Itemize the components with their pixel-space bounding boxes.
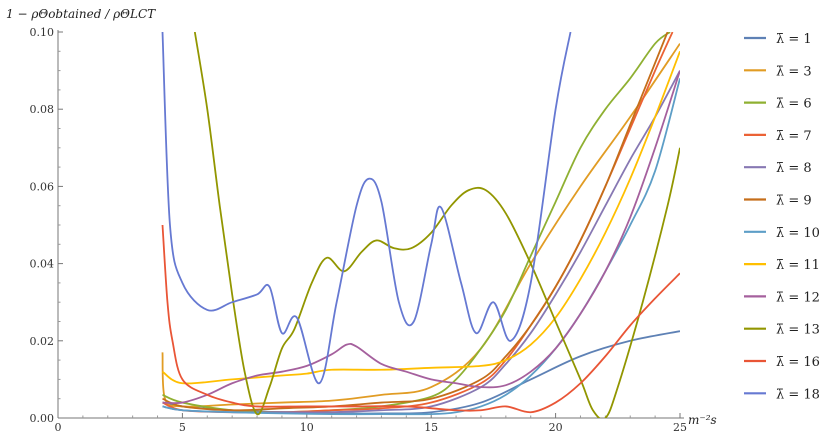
x-axis-label: m⁻²s <box>688 413 717 427</box>
plot-area <box>161 32 680 418</box>
axes: 0 5 10 15 20 25 0.00 0.02 0.04 0.06 0.08 0.10 <box>30 26 688 434</box>
legend-label-11: λ̄ = 18 <box>776 387 820 402</box>
x-tick-label: 5 <box>179 421 186 434</box>
series-line-2 <box>162 32 671 414</box>
series-line-5 <box>162 32 669 412</box>
y-axis-label: 1 − ρΘobtained / ρΘLCT <box>6 7 156 21</box>
x-tick-label: 15 <box>424 421 438 434</box>
series-line-9 <box>193 32 680 418</box>
legend-label-10: λ̄ = 16 <box>776 355 820 370</box>
legend-label-2: λ̄ = 6 <box>776 97 812 112</box>
x-tick-label: 25 <box>673 421 687 434</box>
y-tick-label: 0.00 <box>30 412 55 425</box>
legend-label-8: λ̄ = 12 <box>776 290 820 305</box>
legend-label-9: λ̄ = 13 <box>776 323 820 338</box>
series-line-1 <box>161 43 680 408</box>
legend-label-0: λ̄ = 1 <box>776 32 812 47</box>
x-tick-label: 10 <box>300 421 314 434</box>
series-line-11 <box>161 32 572 385</box>
legend-label-4: λ̄ = 8 <box>776 161 812 176</box>
y-tick-label: 0.06 <box>30 180 55 193</box>
legend-label-1: λ̄ = 3 <box>776 64 812 79</box>
y-tick-label: 0.10 <box>30 26 55 39</box>
y-tick-label: 0.02 <box>30 335 55 348</box>
y-tick-label: 0.08 <box>30 103 55 116</box>
legend-label-7: λ̄ = 11 <box>776 258 820 273</box>
x-tick-label: 0 <box>55 421 62 434</box>
legend-label-6: λ̄ = 10 <box>776 226 820 241</box>
x-tick-label: 20 <box>549 421 563 434</box>
series-line-6 <box>162 78 680 416</box>
series-line-10 <box>161 224 680 414</box>
series-line-7 <box>161 50 680 385</box>
legend-label-3: λ̄ = 7 <box>776 129 812 144</box>
legend-label-5: λ̄ = 9 <box>776 194 812 209</box>
series-line-8 <box>162 70 680 405</box>
legend: λ̄ = 1 λ̄ = 3 λ̄ = 6 λ̄ = 7 λ̄ = 8 λ̄ = 9 λ̄ =… <box>744 32 820 402</box>
y-tick-label: 0.04 <box>30 258 55 271</box>
